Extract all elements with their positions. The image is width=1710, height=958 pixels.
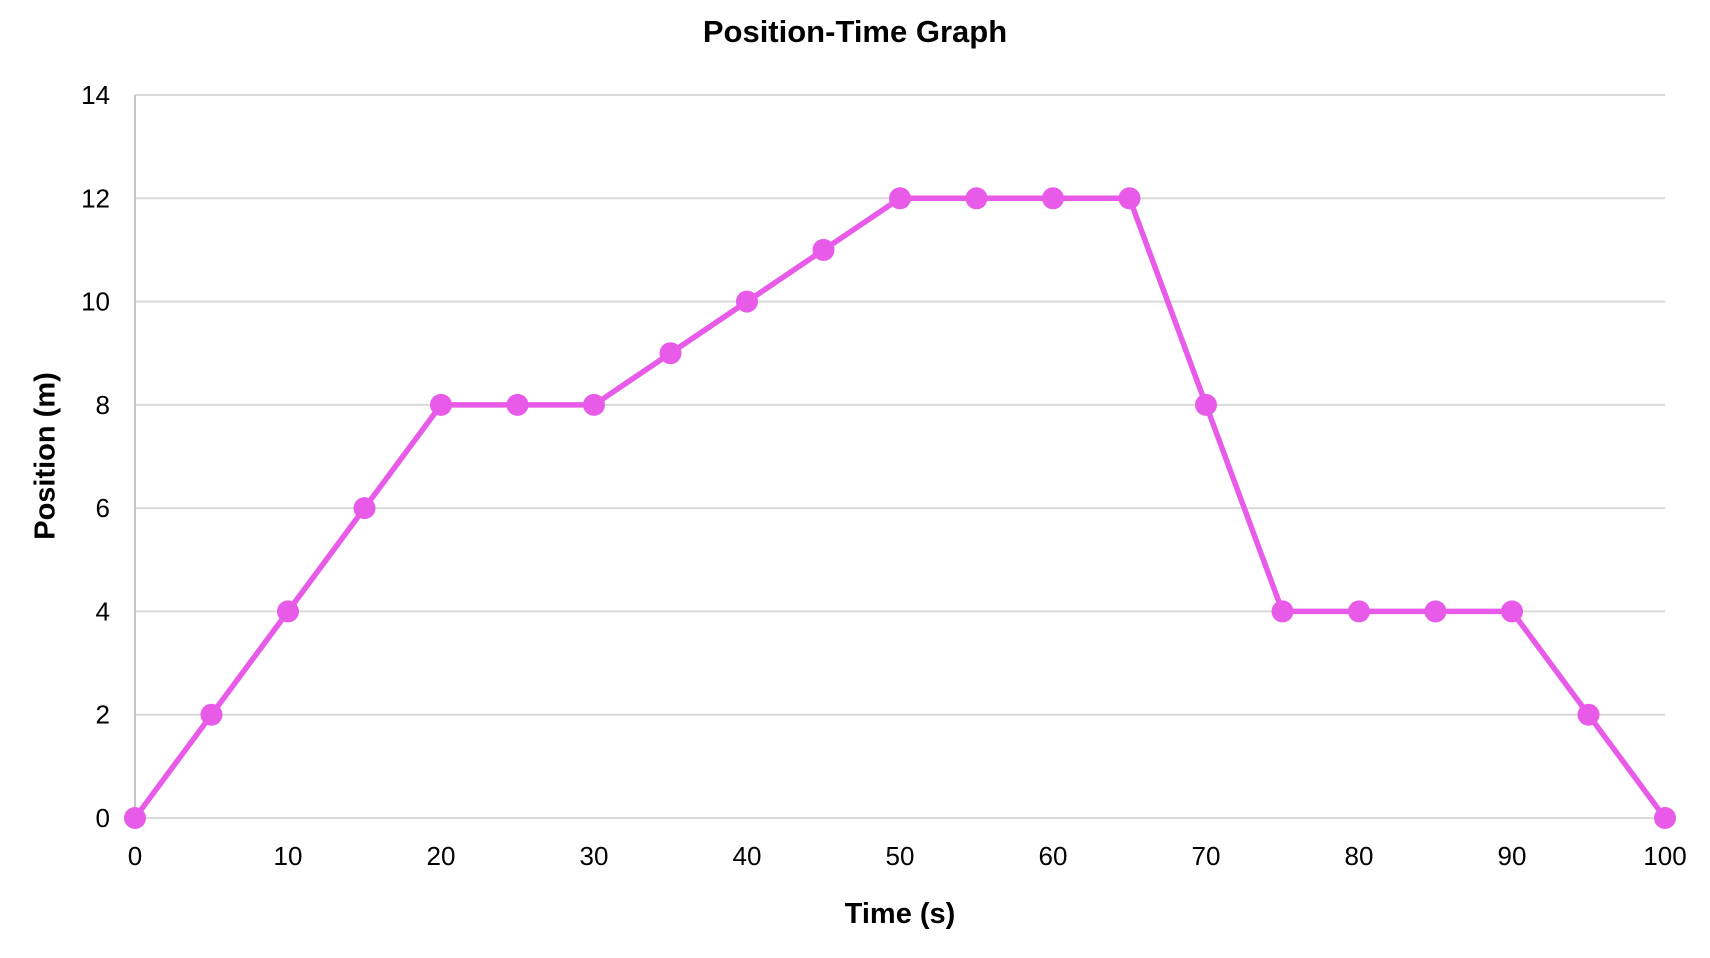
data-point-marker [659,342,682,365]
x-tick-label: 0 [128,841,142,871]
data-point-marker [1501,600,1523,623]
data-point-marker [1195,393,1217,416]
data-point-marker [583,393,605,416]
x-tick-label: 60 [1039,841,1068,871]
data-point-marker [812,238,835,261]
data-point-marker [1577,703,1600,726]
y-tick-label: 0 [96,803,110,833]
y-tick-label: 10 [81,287,110,317]
data-point-marker [430,393,452,416]
y-tick-label: 2 [96,700,110,730]
data-point-marker [1271,600,1294,623]
x-tick-label: 80 [1345,841,1374,871]
x-tick-label: 90 [1498,841,1527,871]
data-point-marker [277,600,299,623]
gridlines [135,94,1665,819]
data-point-marker [200,703,223,726]
y-tick-label: 8 [96,390,110,420]
y-tick-labels: 0 2 4 6 8 10 12 14 [81,80,110,833]
x-tick-label: 50 [886,841,915,871]
x-axis-title: Time (s) [844,898,956,930]
data-point-marker [506,393,529,416]
y-tick-label: 14 [81,80,110,110]
data-point-marker [965,187,988,210]
x-tick-label: 20 [427,841,456,871]
y-tick-label: 4 [96,596,110,626]
x-tick-label: 30 [580,841,609,871]
data-point-marker [1654,807,1676,829]
data-point-marker [1118,187,1141,210]
data-point-marker [889,187,911,210]
data-markers [124,187,1676,829]
y-tick-label: 12 [81,183,110,213]
x-tick-label: 100 [1643,841,1686,871]
x-tick-labels: 0 10 20 30 40 50 60 70 80 90 100 [128,841,1687,871]
x-tick-label: 70 [1192,841,1221,871]
x-tick-label: 40 [733,841,762,871]
x-tick-label: 10 [274,841,303,871]
data-point-marker [736,290,758,313]
data-point-marker [124,807,146,829]
data-point-marker [1042,187,1064,210]
data-point-marker [1348,600,1370,623]
data-point-marker [1424,600,1447,623]
y-tick-label: 6 [96,493,110,523]
chart-title: Position-Time Graph [702,14,1008,49]
data-point-marker [353,497,376,520]
